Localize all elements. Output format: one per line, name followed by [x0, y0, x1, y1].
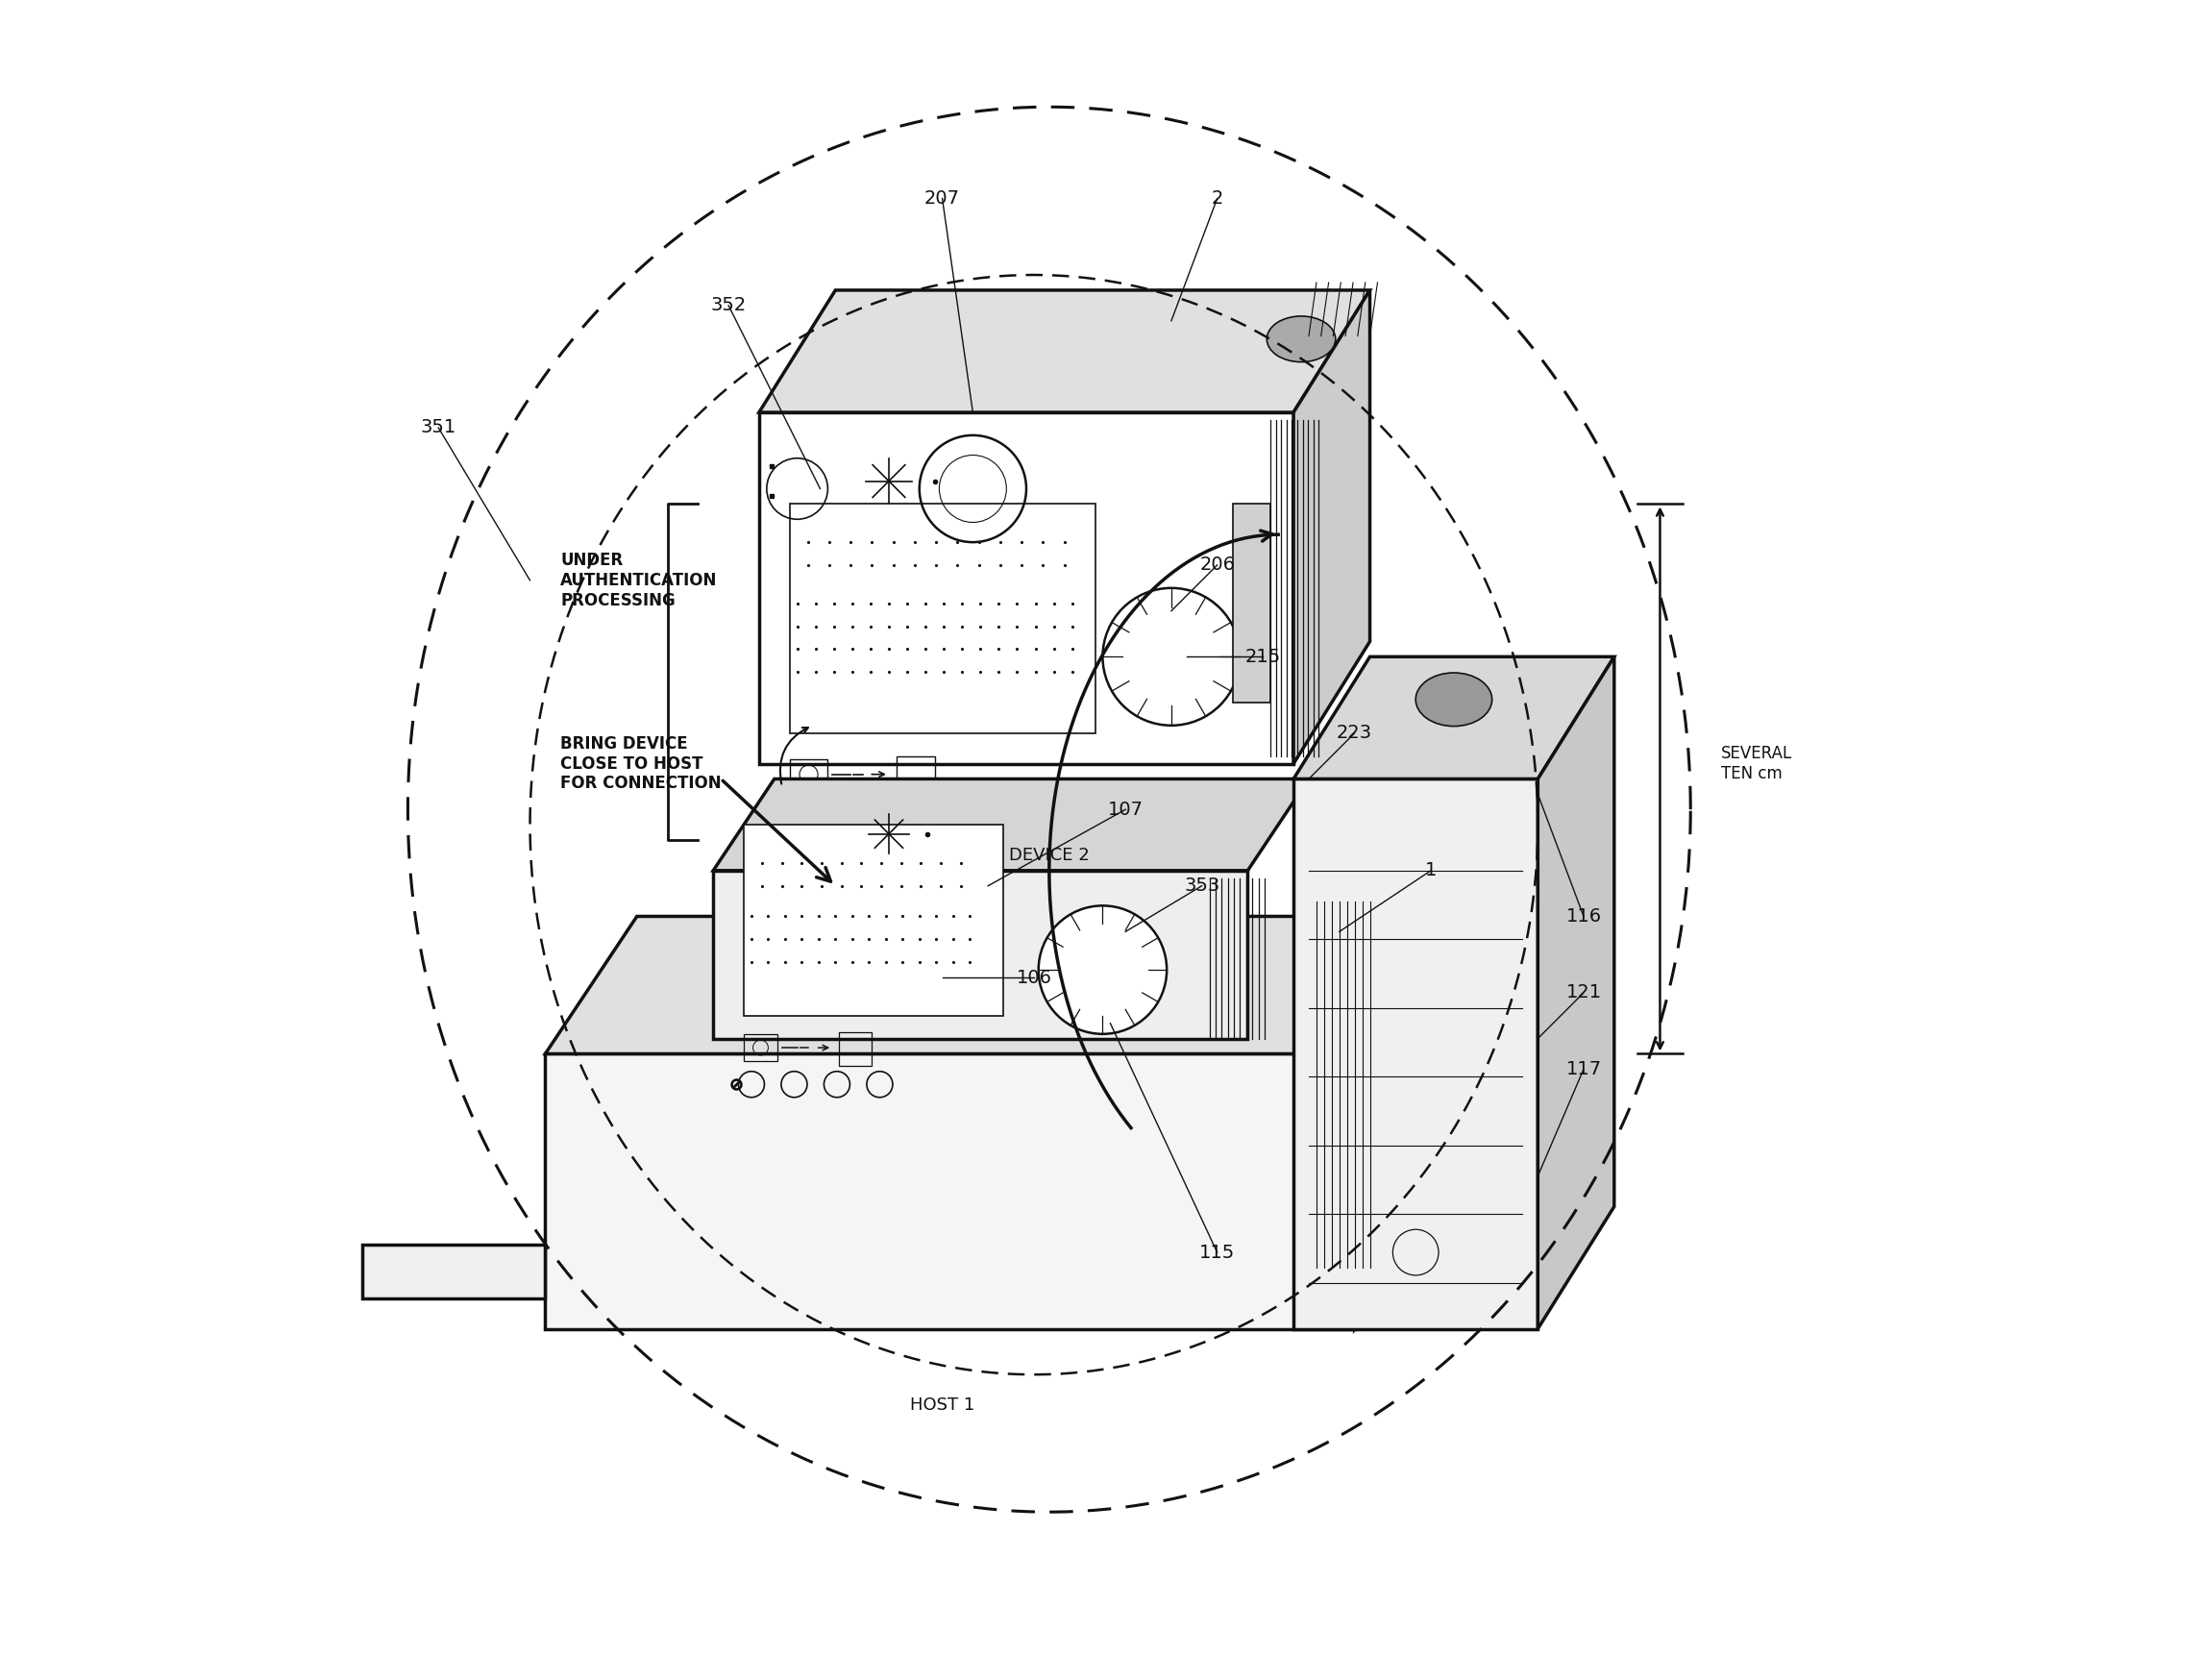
Ellipse shape [1266, 316, 1336, 361]
Polygon shape [760, 412, 1294, 764]
Polygon shape [545, 916, 1445, 1053]
Polygon shape [1537, 657, 1614, 1329]
Text: 215: 215 [1246, 647, 1281, 665]
Text: 2: 2 [1211, 190, 1222, 208]
Polygon shape [714, 780, 1310, 870]
Circle shape [1102, 588, 1240, 726]
Bar [745, 825, 1003, 1016]
Text: 223: 223 [1336, 724, 1373, 743]
Text: 121: 121 [1566, 983, 1601, 1001]
Polygon shape [1294, 657, 1614, 780]
Text: DEVICE 2: DEVICE 2 [1010, 847, 1088, 864]
Circle shape [1038, 906, 1167, 1033]
Bar [839, 1033, 872, 1067]
Polygon shape [1294, 291, 1371, 764]
Text: 117: 117 [1566, 1060, 1601, 1079]
Text: 115: 115 [1200, 1243, 1235, 1262]
Bar [896, 756, 935, 795]
Text: 206: 206 [1200, 556, 1235, 575]
Text: 352: 352 [710, 296, 747, 314]
Ellipse shape [1415, 672, 1491, 726]
Text: BRING DEVICE
CLOSE TO HOST
FOR CONNECTION: BRING DEVICE CLOSE TO HOST FOR CONNECTIO… [561, 734, 723, 793]
Polygon shape [714, 870, 1248, 1038]
Text: 353: 353 [1185, 877, 1220, 895]
Polygon shape [361, 1245, 545, 1299]
Text: 351: 351 [420, 418, 456, 437]
Text: 116: 116 [1566, 907, 1601, 926]
Text: UNDER
AUTHENTICATION
PROCESSING: UNDER AUTHENTICATION PROCESSING [561, 551, 718, 610]
Text: 1: 1 [1426, 862, 1437, 880]
Bar [791, 759, 828, 790]
Bar [745, 1033, 777, 1062]
Text: 207: 207 [924, 190, 959, 208]
Text: SEVERAL
TEN cm: SEVERAL TEN cm [1721, 744, 1791, 783]
Text: 106: 106 [1016, 968, 1051, 986]
Polygon shape [1356, 916, 1445, 1329]
Polygon shape [760, 291, 1371, 412]
Text: HOST 1: HOST 1 [911, 1396, 975, 1415]
Polygon shape [545, 1053, 1356, 1329]
Polygon shape [1294, 780, 1537, 1329]
Text: 107: 107 [1108, 800, 1143, 818]
Bar [791, 504, 1095, 732]
Bar [1233, 504, 1270, 702]
